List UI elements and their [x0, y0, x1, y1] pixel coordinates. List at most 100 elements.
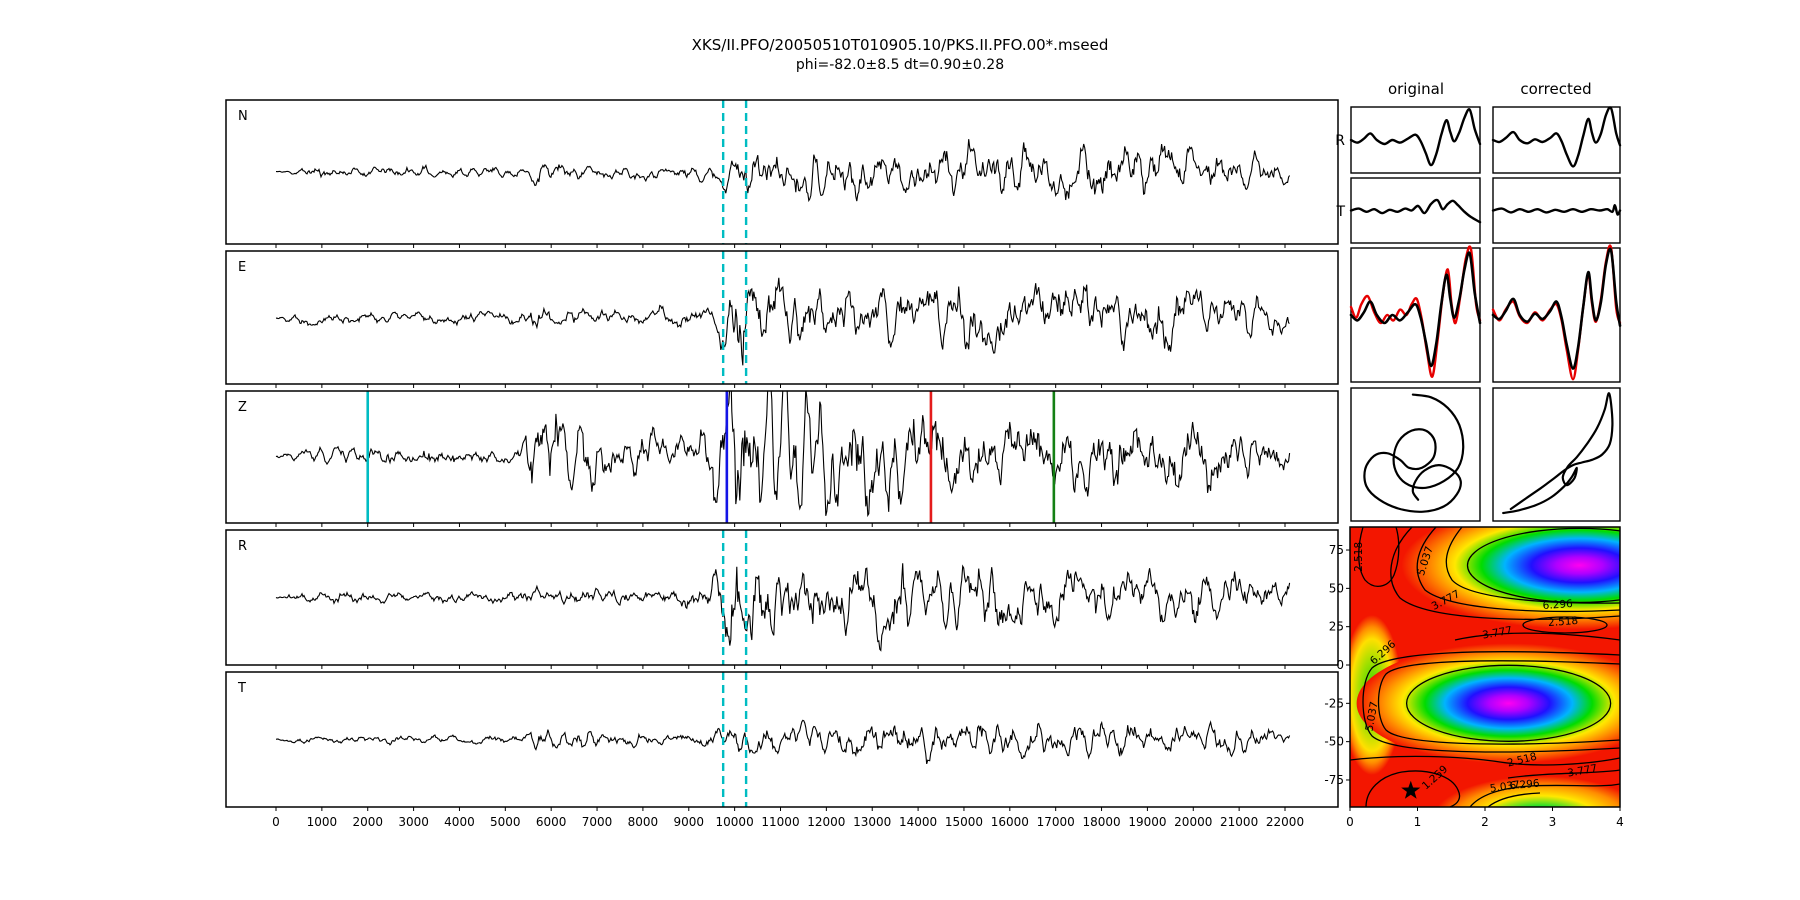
figure-title: XKS/II.PFO/20050510T010905.10/PKS.II.PFO…	[691, 36, 1109, 54]
x-tick-label: 19000	[1128, 815, 1166, 829]
particle-motion-corrected	[1492, 387, 1621, 522]
contour-label: 3.777	[1567, 763, 1599, 780]
map-y-tick-label: -50	[1324, 735, 1344, 749]
x-tick-label: 16000	[991, 815, 1029, 829]
x-tick-label: 5000	[490, 815, 521, 829]
x-tick-label: 2000	[352, 815, 383, 829]
x-tick-label: 22000	[1266, 815, 1304, 829]
map-x-tick-label: 4	[1616, 815, 1624, 829]
waveform-panel-R: R	[225, 529, 1339, 669]
waveform-panel-N: N	[225, 99, 1339, 248]
x-tick-label: 8000	[628, 815, 659, 829]
seismogram-trace-T	[276, 719, 1291, 765]
map-y-tick-label: -75	[1324, 773, 1344, 787]
contour-label: 3.777	[1481, 625, 1513, 642]
contour-label: 5.037	[1364, 701, 1381, 733]
x-tick-label: 6000	[536, 815, 567, 829]
waveform-panel-T: T 0 1000 2000 3000 4000 5000 6000 7000 8000 9000 10…	[225, 671, 1339, 829]
x-tick-label: 9000	[673, 815, 704, 829]
contour-line	[1362, 651, 1620, 753]
x-tick-label: 21000	[1220, 815, 1258, 829]
map-minimum-blob-lower	[1356, 643, 1620, 764]
contour-line	[1350, 755, 1620, 766]
channel-label-Z: Z	[238, 400, 247, 415]
mini-row-label-T: T	[1335, 204, 1345, 220]
x-tick-label: 0	[272, 815, 280, 829]
seismogram-trace-Z	[275, 391, 1291, 518]
map-x-tick-label: 0	[1346, 815, 1354, 829]
mini-R-original	[1349, 106, 1482, 174]
map-x-tick-label: 1	[1414, 815, 1422, 829]
contour-line	[1358, 527, 1400, 587]
contour-line	[1466, 527, 1620, 603]
x-tick-label: 15000	[945, 815, 983, 829]
particle-motion-original-border	[1350, 387, 1481, 522]
mini-curve-R-corrected	[1491, 106, 1622, 168]
x-tick-label: 17000	[1037, 815, 1075, 829]
mini-curve-R-original	[1349, 108, 1482, 167]
compare-corrected-border	[1492, 247, 1621, 383]
map-y-tick-label: 50	[1329, 581, 1344, 595]
map-bottom-band	[1436, 776, 1620, 807]
panel-border-N	[225, 99, 1339, 245]
waveform-panel-E: E	[225, 250, 1339, 388]
seismogram-trace-E	[275, 277, 1290, 366]
pm-curve-original	[1363, 393, 1465, 513]
panel-border-Z	[225, 390, 1339, 524]
seismogram-trace-R	[275, 563, 1291, 652]
contour-line	[1405, 664, 1612, 742]
x-tick-label: 1000	[307, 815, 338, 829]
contour-label: 6.296	[1509, 778, 1540, 793]
compare-black-original	[1349, 251, 1482, 368]
x-tick-label: 14000	[899, 815, 937, 829]
mini-row-label-R: R	[1335, 133, 1345, 149]
x-tick-label: 11000	[761, 815, 799, 829]
channel-label-R: R	[238, 539, 247, 554]
pm-curve-corrected	[1502, 392, 1614, 515]
contour-line	[1377, 660, 1620, 745]
best-fit-star-marker[interactable]	[1401, 780, 1421, 799]
map-y-tick-label: 0	[1336, 658, 1344, 672]
mini-R-original-border	[1350, 106, 1481, 174]
x-tick-label: 7000	[582, 815, 613, 829]
map-y-tick-label: 25	[1329, 620, 1344, 634]
mini-T-corrected	[1491, 177, 1622, 244]
compare-corrected	[1491, 244, 1622, 383]
contour-label: 2.518	[1353, 542, 1365, 572]
waveform-panel-Z: Z	[225, 390, 1339, 527]
panel-border-R	[225, 529, 1339, 666]
x-tick-label: 3000	[398, 815, 429, 829]
panel-border-E	[225, 250, 1339, 385]
map-minimum-blob-upper	[1401, 527, 1620, 630]
channel-label-T: T	[237, 681, 246, 696]
contour-line	[1390, 527, 1620, 620]
x-tick-label: 18000	[1082, 815, 1120, 829]
map-y-tick-label: 75	[1329, 543, 1344, 557]
map-x-tick-label: 3	[1549, 815, 1557, 829]
channel-label-N: N	[238, 109, 248, 124]
x-tick-label: 10000	[716, 815, 754, 829]
contour-label: 5.037	[1489, 779, 1520, 795]
column-header-original: original	[1387, 80, 1445, 98]
contour-line	[1522, 616, 1608, 634]
mini-T-original	[1349, 177, 1482, 244]
map-x-tick-label: 2	[1481, 815, 1489, 829]
panel-border-T	[225, 671, 1339, 808]
compare-original	[1349, 245, 1482, 383]
mini-curve-T-corrected	[1491, 204, 1622, 216]
particle-motion-corrected-border	[1492, 387, 1621, 522]
column-header-corrected: corrected	[1520, 80, 1592, 98]
contour-line	[1416, 527, 1620, 613]
x-tick-label: 4000	[444, 815, 475, 829]
contour-line	[1454, 632, 1620, 641]
contour-line	[1469, 783, 1620, 807]
contour-label: 6.296	[1542, 598, 1573, 612]
x-tick-label: 20000	[1174, 815, 1212, 829]
seismogram-trace-N	[276, 139, 1291, 203]
particle-motion-original	[1350, 387, 1481, 522]
mini-R-corrected	[1491, 106, 1622, 174]
x-tick-label: 12000	[807, 815, 845, 829]
